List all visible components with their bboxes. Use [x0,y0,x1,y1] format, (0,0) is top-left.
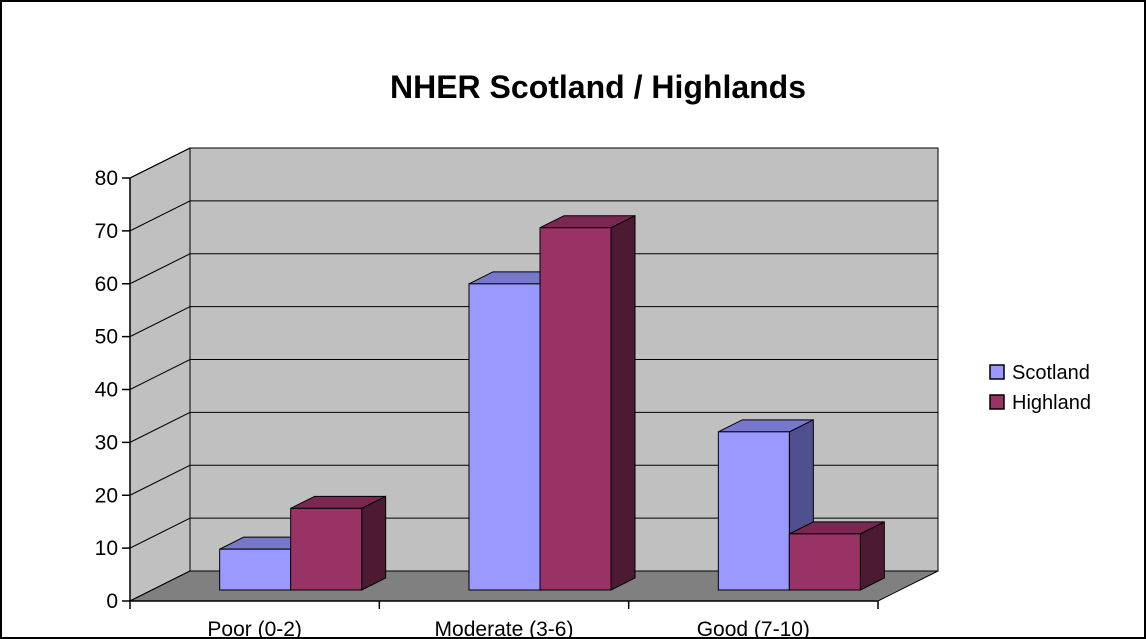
legend: Scotland Highland [989,362,1091,414]
gridline [129,200,938,232]
legend-label-scotland: Scotland [1012,362,1090,384]
y-tick-label: 40 [95,379,118,402]
plot-area: 0 10 20 30 40 50 60 70 80 Poor (0-2) Moderate (3-6… [95,147,939,639]
bar-face [539,227,612,591]
x-tick-label: Moderate (3-6) [435,618,574,639]
gridline [129,306,938,338]
gridline [129,411,938,443]
y-tick-label: 0 [106,590,118,613]
x-tick-label: Good (7-10) [697,618,810,639]
legend-swatch-scotland [989,364,1005,380]
bar-face [290,507,363,591]
legend-swatch-highland [989,394,1005,410]
bar-face [468,283,541,591]
bar-highland-1 [539,214,636,591]
y-tick-label: 50 [95,326,118,349]
bar-face [219,548,292,591]
bar-face [788,533,861,591]
bar-highland-0 [290,495,387,591]
y-tick-label: 60 [95,273,118,296]
y-tick-label: 30 [95,431,118,454]
bar-side [610,214,636,591]
gridline [129,253,938,285]
gridline [129,517,938,549]
bar-side [361,495,387,591]
chart-title: NHER Scotland / Highlands [390,69,806,105]
gridline [129,359,938,390]
bar-face [717,431,790,591]
x-tick-label: Poor (0-2) [207,618,302,639]
bar-highland-2 [788,521,885,591]
gridline [129,147,938,179]
y-tick-label: 10 [95,537,118,560]
gridline [129,464,938,496]
y-tick-label: 80 [95,167,118,190]
y-tick-label: 70 [95,220,118,243]
y-tick-label: 20 [95,484,118,507]
legend-label-highland: Highland [1012,392,1091,414]
